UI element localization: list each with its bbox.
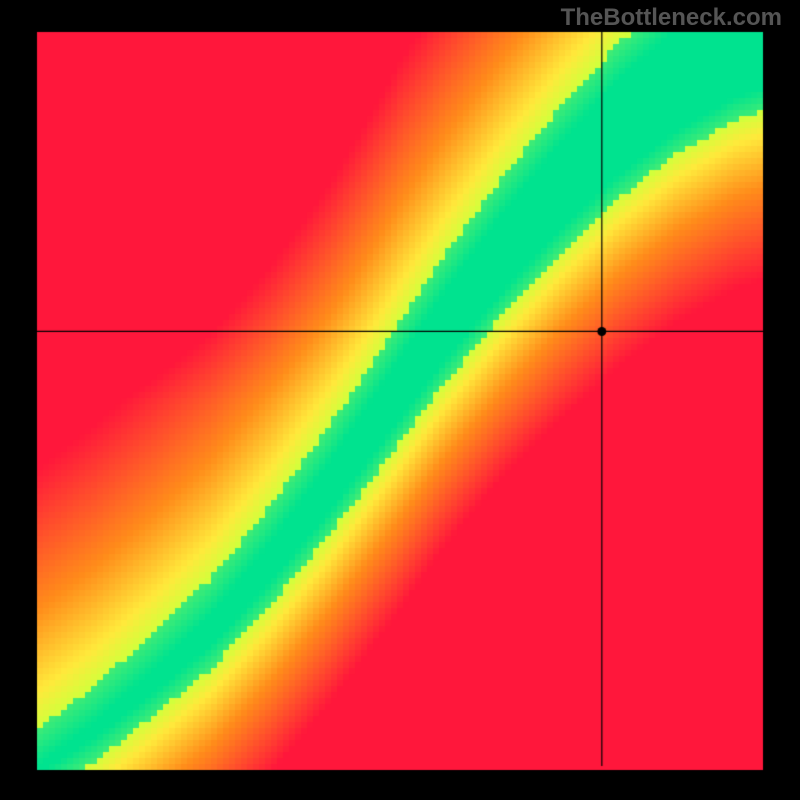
watermark-text: TheBottleneck.com (561, 4, 782, 32)
bottleneck-heatmap (0, 0, 800, 800)
